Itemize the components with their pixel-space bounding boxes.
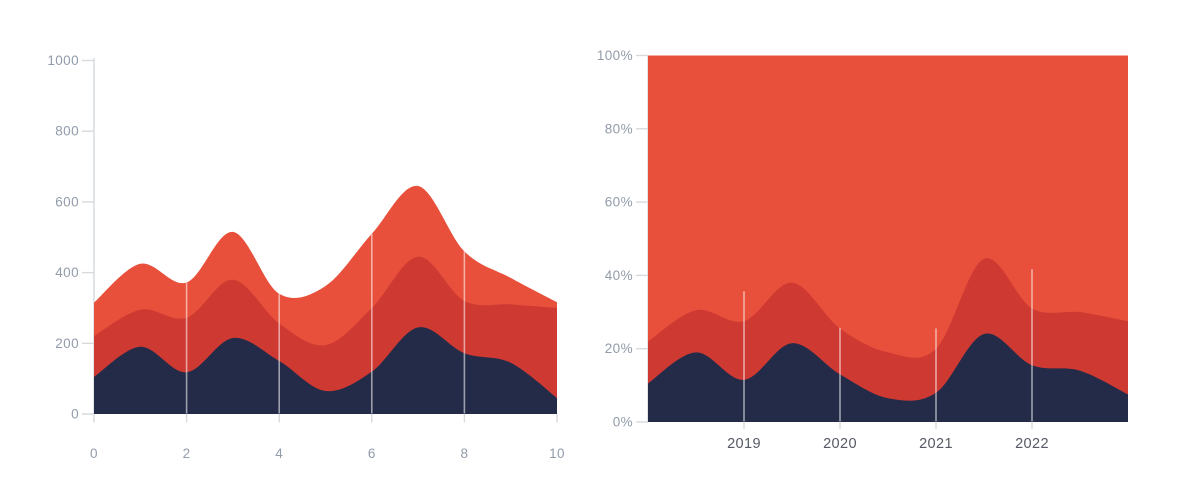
- percent-stacked-area-chart-x-tick-label: 2019: [727, 436, 761, 452]
- stacked-area-chart-y-tick-label: 800: [55, 124, 79, 139]
- percent-stacked-area-chart-y-tick-label: 80%: [605, 121, 633, 136]
- percent-stacked-area-chart-y-tick-label: 20%: [605, 341, 633, 356]
- stacked-area-chart-x-tick-label: 0: [90, 446, 98, 461]
- stacked-area-chart-y-tick-label: 400: [55, 265, 79, 280]
- percent-stacked-area-chart-y-tick-label: 0%: [613, 415, 633, 430]
- percent-stacked-area-chart-y-tick-label: 40%: [605, 268, 633, 283]
- percent-stacked-area-chart-area-series-1: [648, 333, 1128, 422]
- percent-stacked-area-chart-y-tick-label: 100%: [597, 48, 633, 63]
- stacked-area-chart-y-tick-label: 1000: [47, 53, 79, 68]
- percent-stacked-area-chart-y-tick-label: 60%: [605, 195, 633, 210]
- percent-stacked-area-chart-x-tick-label: 2020: [823, 436, 857, 452]
- stacked-area-chart-x-tick-label: 10: [549, 446, 565, 461]
- percent-stacked-area-chart-x-tick-label: 2022: [1015, 436, 1049, 452]
- stacked-area-chart-y-tick-label: 0: [71, 407, 79, 422]
- percent-stacked-area-chart-x-tick-label: 2021: [919, 436, 953, 452]
- stacked-area-chart-x-tick-label: 6: [368, 446, 376, 461]
- stacked-area-chart-x-tick-label: 8: [460, 446, 468, 461]
- stacked-area-chart-x-tick-label: 4: [275, 446, 283, 461]
- stacked-area-chart-x-tick-label: 2: [183, 446, 191, 461]
- stacked-area-chart-y-tick-label: 600: [55, 194, 79, 209]
- stacked-area-chart-y-tick-label: 200: [55, 336, 79, 351]
- stacked-area-chart-area-series-1: [94, 327, 557, 414]
